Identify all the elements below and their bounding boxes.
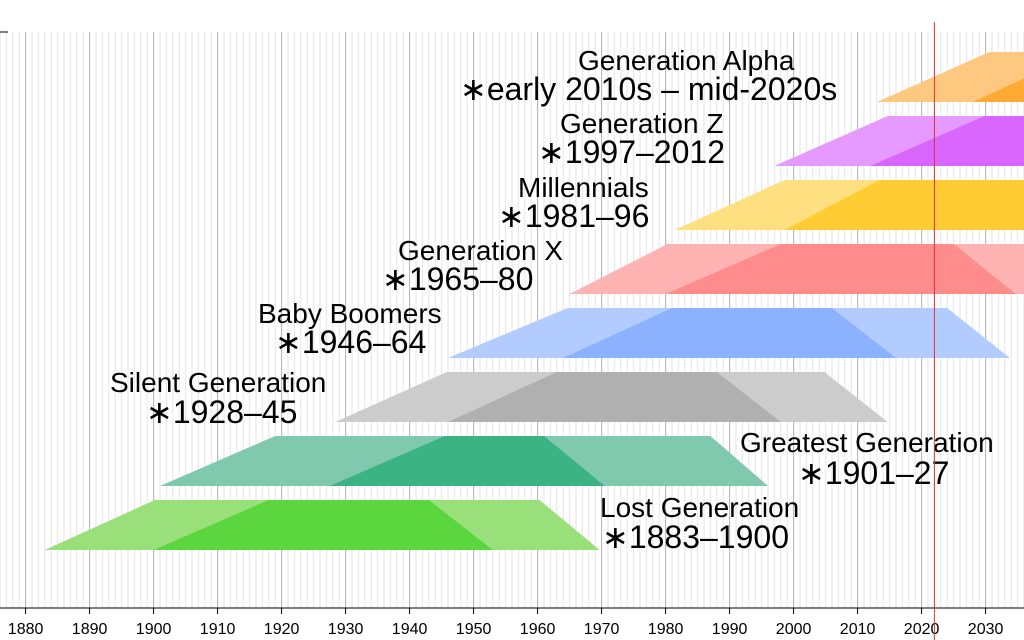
generation-range: ∗1981–96 [498, 198, 649, 234]
generation-name: Generation X [398, 235, 563, 266]
x-tick-label: 1920 [264, 621, 300, 638]
generation-range: ∗early 2010s – mid-2020s [460, 71, 837, 107]
x-tick-label: 1900 [136, 621, 172, 638]
dark-band [972, 78, 1024, 102]
bands [44, 52, 1024, 550]
x-tick-label: 1890 [72, 621, 108, 638]
x-tick-label: 2000 [776, 621, 812, 638]
x-tick-label: 2010 [840, 621, 876, 638]
generation-name: Generation Alpha [578, 45, 795, 76]
x-tick-label: 1990 [712, 621, 748, 638]
x-tick-label: 1980 [648, 621, 684, 638]
generation-name: Baby Boomers [258, 298, 442, 329]
generation-range: ∗1946–64 [275, 324, 426, 360]
dark-band [329, 436, 605, 486]
x-tick-label: 1950 [456, 621, 492, 638]
generation-name: Lost Generation [600, 492, 799, 523]
generation-name: Generation Z [560, 108, 723, 139]
dark-band [665, 244, 1016, 294]
dark-band [784, 180, 1024, 230]
dark-band [563, 308, 896, 358]
x-tick-label: 1880 [8, 621, 44, 638]
x-tick-label: 1910 [200, 621, 236, 638]
generation-name: Silent Generation [110, 367, 326, 398]
generation-name: Greatest Generation [740, 427, 994, 458]
dark-band [448, 372, 781, 422]
x-tick-label: 2020 [904, 621, 940, 638]
labels: 1880 1890 1900 1910 1920 1930 1940 1950 1960 1970… [8, 45, 1004, 638]
generation-range: ∗1965–80 [382, 261, 533, 297]
dark-band [153, 500, 493, 550]
dark-band [870, 116, 1024, 166]
x-tick-label: 1970 [584, 621, 620, 638]
light-band [876, 52, 1024, 102]
x-tick-label: 1930 [328, 621, 364, 638]
x-tick-label: 1960 [520, 621, 556, 638]
generation-range: ∗1883–1900 [602, 519, 789, 555]
generation-range: ∗1997–2012 [538, 134, 725, 170]
x-tick-label: 2030 [968, 621, 1004, 638]
generation-range: ∗1901–27 [798, 455, 949, 491]
generation-name: Millennials [518, 172, 649, 203]
x-tick-label: 1940 [392, 621, 428, 638]
generation-range: ∗1928–45 [146, 394, 297, 430]
